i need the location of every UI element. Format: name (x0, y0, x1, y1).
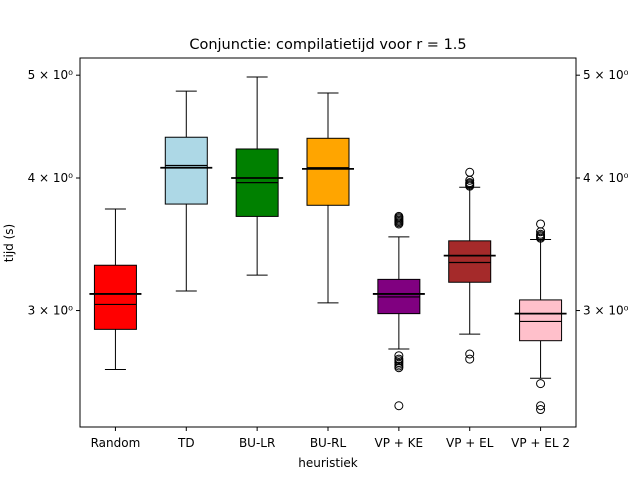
flier-point (536, 405, 546, 415)
box (164, 136, 208, 205)
x-tick-label: VP + KE (375, 436, 424, 450)
y-axis-label: tijd (s) (2, 224, 16, 262)
flier-point (394, 363, 404, 373)
box (448, 240, 492, 283)
flier-point (536, 379, 546, 389)
x-tick-label: Random (91, 436, 141, 450)
flier-point (465, 349, 475, 359)
y-tick-label-left: 4 × 10⁰ (28, 171, 74, 185)
x-axis-label: heuristiek (298, 456, 358, 470)
flier-point (394, 401, 404, 411)
box-group-6 (514, 219, 567, 415)
y-tick-label-left: 5 × 10⁰ (28, 68, 74, 82)
box (519, 299, 563, 342)
flier-point (465, 167, 475, 177)
y-tick-label-right: 4 × 10⁰ (583, 171, 629, 185)
box-group-3 (302, 92, 354, 304)
box-group-4 (372, 211, 425, 411)
box-group-1 (160, 90, 213, 292)
box-group-2 (231, 76, 284, 276)
x-tick-label: BU-LR (239, 436, 275, 450)
axes: Random TD BU-LR BU-RL VP + KE VP + EL VP + EL … (28, 68, 629, 450)
flier-point (536, 401, 546, 411)
box (306, 137, 350, 206)
flier-point (465, 354, 475, 364)
flier-point (394, 351, 404, 361)
flier-point (465, 178, 475, 188)
chart-title: Conjunctie: compilatietijd voor r = 1.5 (189, 37, 466, 53)
flier-point (394, 211, 404, 221)
x-tick-label: BU-RL (310, 436, 347, 450)
x-tick-label: VP + EL (446, 436, 494, 450)
flier-point (536, 229, 546, 239)
box-group-5 (443, 167, 496, 364)
x-tick-label: VP + EL 2 (511, 436, 570, 450)
y-tick-label-right: 3 × 10⁰ (583, 304, 629, 318)
x-tick-label: TD (177, 436, 195, 450)
flier-point (536, 219, 546, 229)
box (93, 264, 137, 330)
plot-area (89, 76, 567, 415)
y-tick-label-left: 3 × 10⁰ (28, 304, 74, 318)
box-group-0 (89, 208, 142, 370)
y-tick-label-right: 5 × 10⁰ (583, 68, 629, 82)
